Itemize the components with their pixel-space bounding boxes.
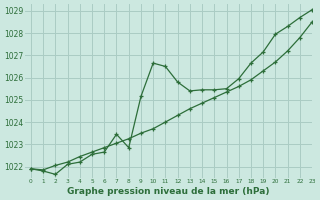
X-axis label: Graphe pression niveau de la mer (hPa): Graphe pression niveau de la mer (hPa)	[67, 187, 270, 196]
